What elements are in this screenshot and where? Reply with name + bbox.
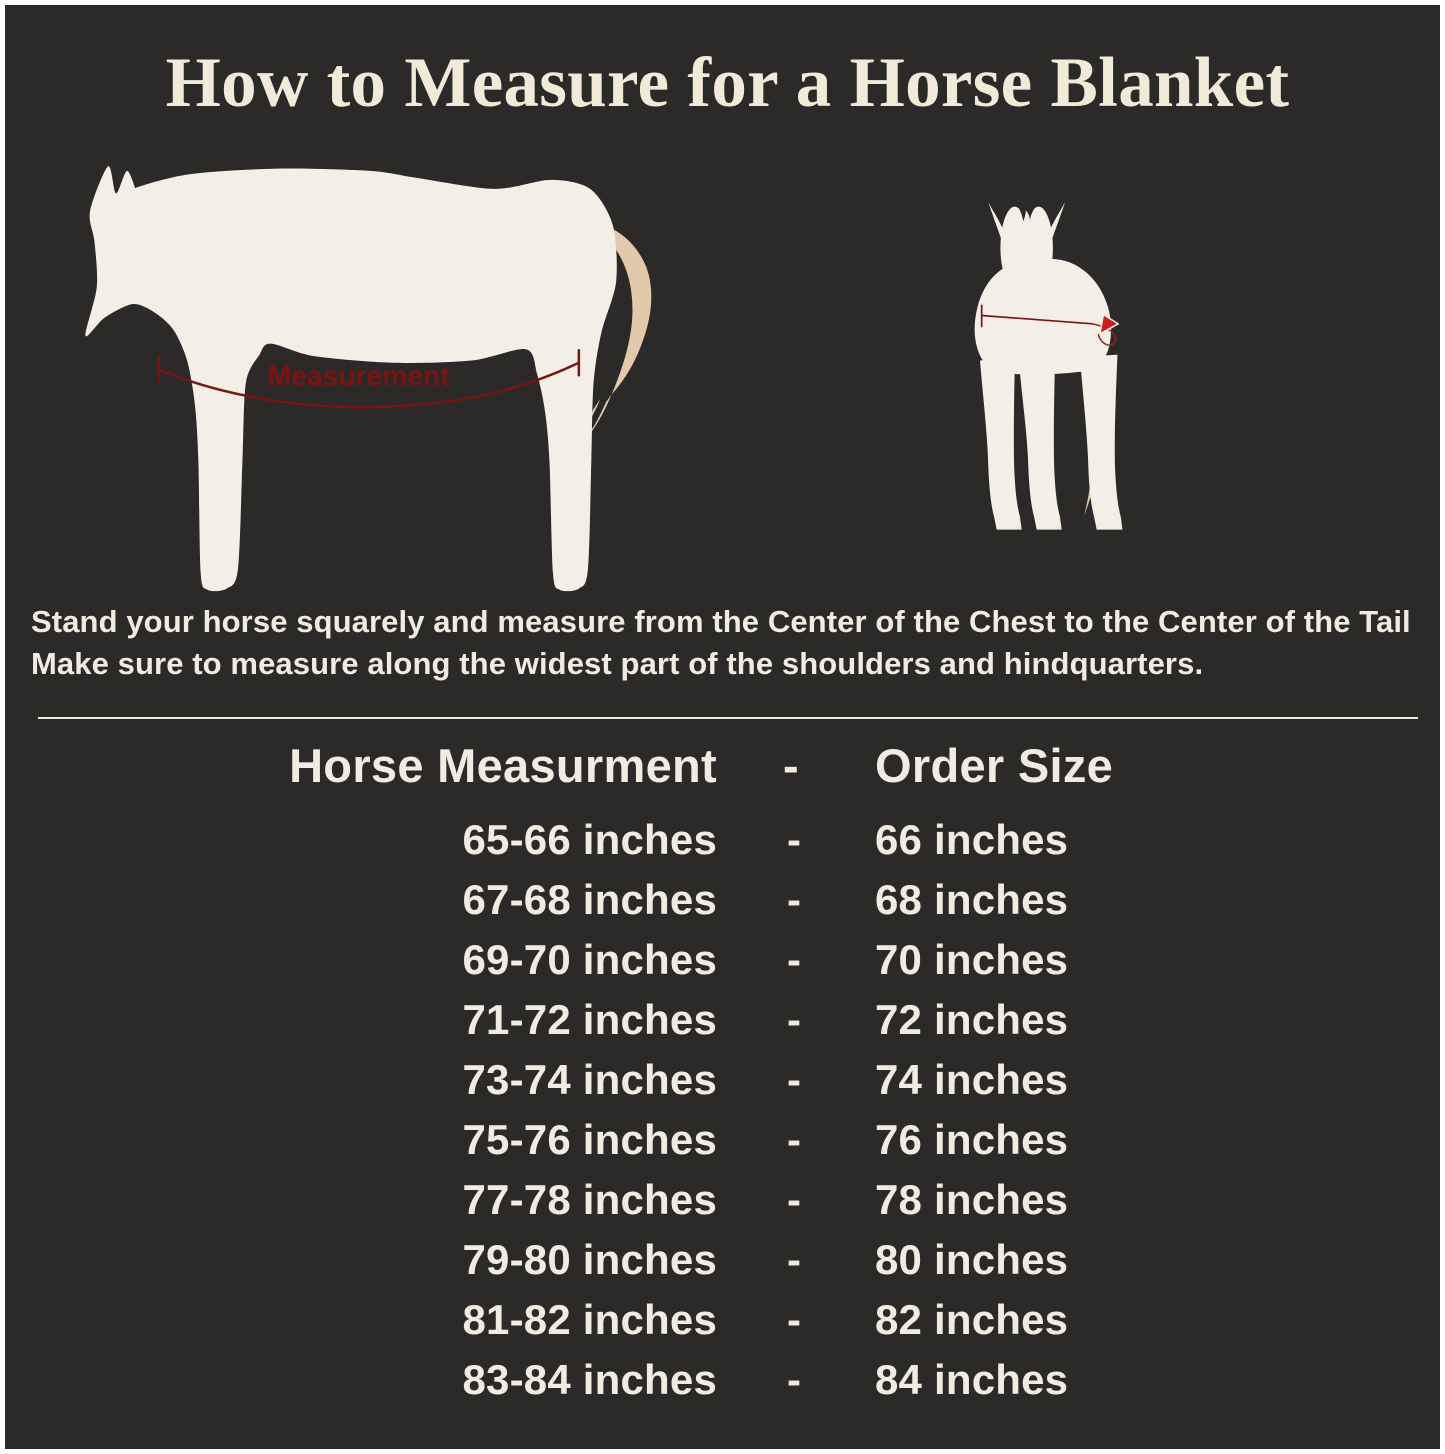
svg-text:Measurement: Measurement (268, 359, 451, 391)
